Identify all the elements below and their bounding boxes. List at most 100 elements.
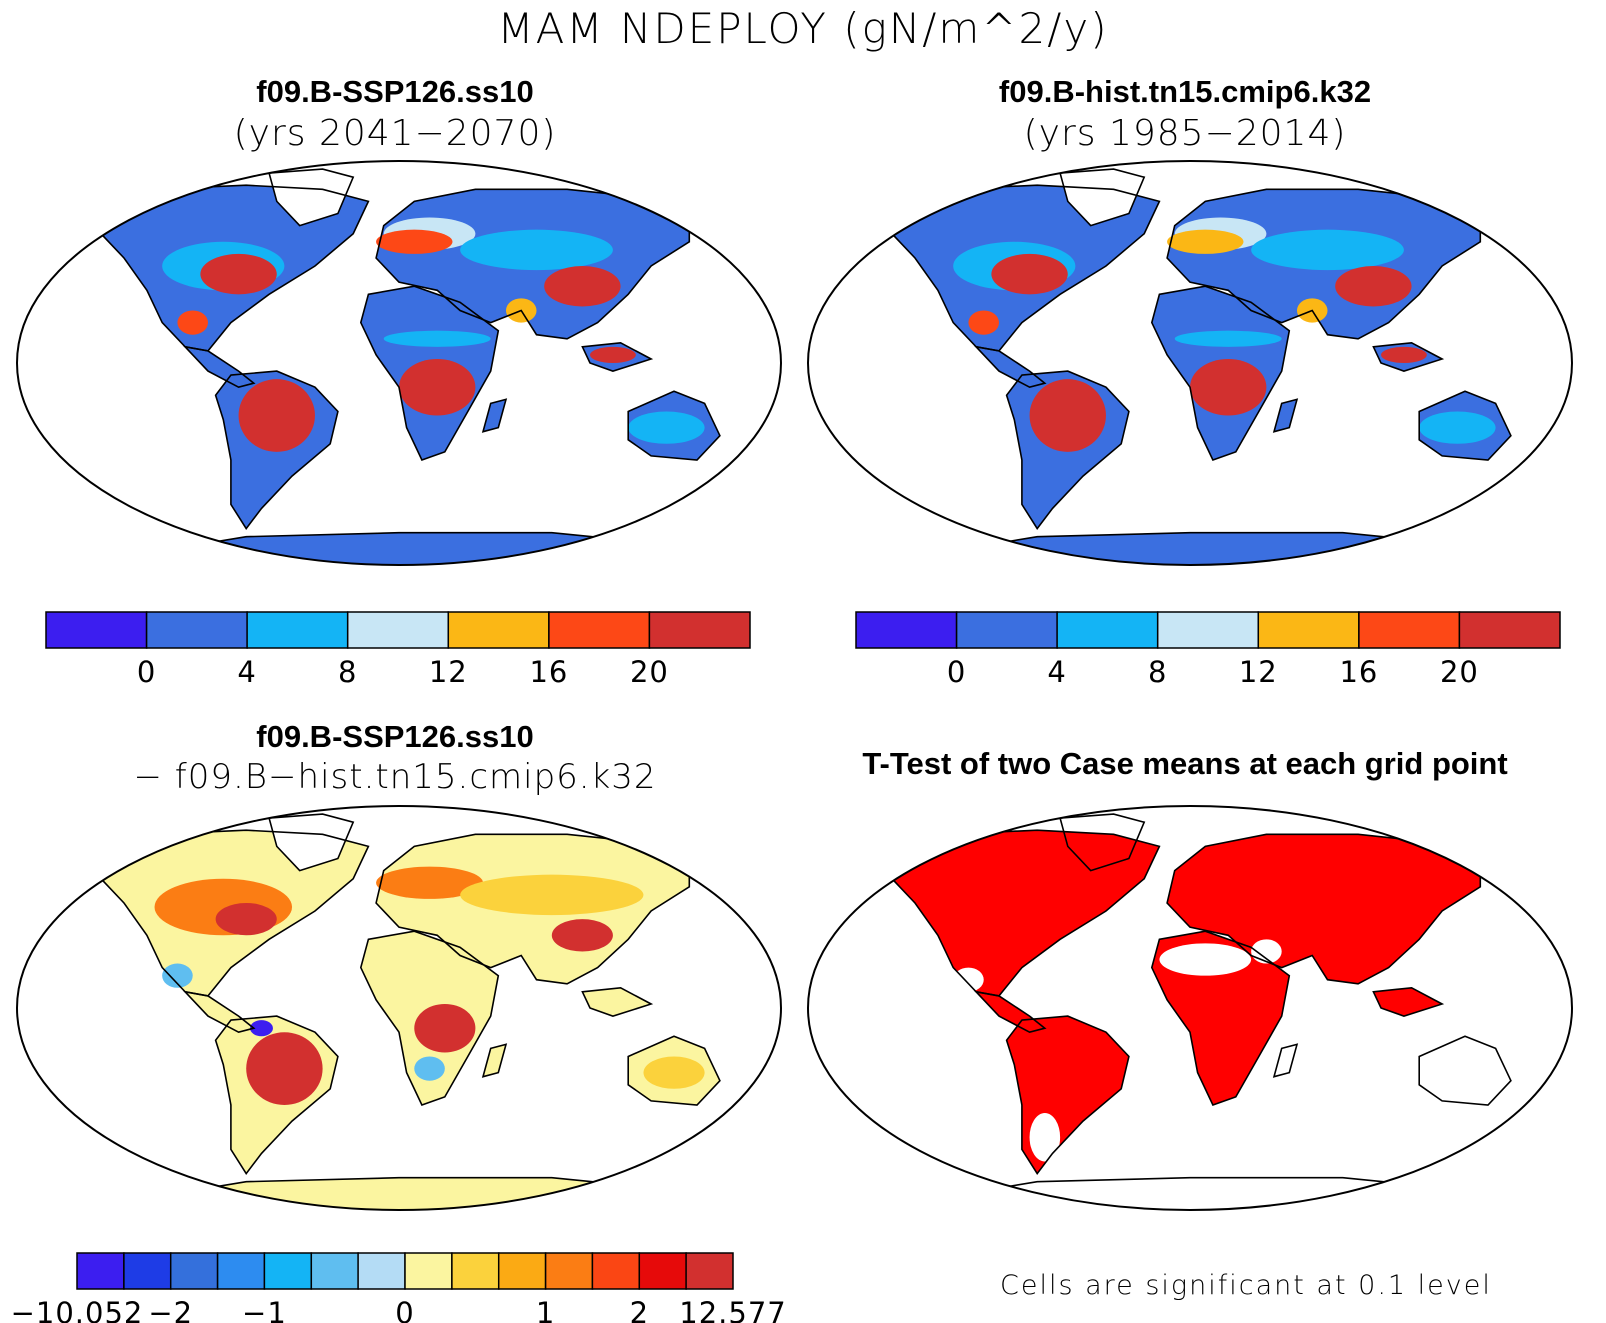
coast-europeAsia xyxy=(375,833,691,985)
field-mexico xyxy=(177,310,208,335)
cbar2-tick-label: 8 xyxy=(1148,655,1167,689)
cbar1-swatch xyxy=(346,611,450,649)
land-antarctica xyxy=(884,532,1511,565)
coast-madagascar xyxy=(1272,398,1299,433)
coast-australia xyxy=(1418,1035,1512,1106)
sig-southAmerica xyxy=(1006,1016,1129,1174)
coast-madagascar xyxy=(481,398,508,433)
cbar2-tick-label: 20 xyxy=(1440,655,1479,689)
cbar2-tick-label: 4 xyxy=(1047,655,1066,689)
coast-northAmerica xyxy=(84,829,370,997)
cbar3-tick-label: −1 xyxy=(242,1296,287,1323)
coast-southAmerica xyxy=(1005,370,1130,531)
coast-africa xyxy=(359,285,500,461)
field-eu xyxy=(376,229,453,254)
field-na-east xyxy=(991,253,1068,295)
coast-antarctica xyxy=(884,1176,1514,1210)
field-sahel xyxy=(1174,330,1282,347)
coast-australia xyxy=(627,390,721,461)
cbar3-swatch xyxy=(76,1252,125,1290)
nonsig-sahara xyxy=(1159,943,1252,976)
field-china xyxy=(544,266,621,307)
coast-centralAmerica xyxy=(182,345,256,389)
cbar3-tick-label: 2 xyxy=(630,1296,649,1323)
coast-europeAsia xyxy=(1166,833,1482,985)
land-seAsiaIsl xyxy=(582,987,652,1017)
diff-china xyxy=(551,919,613,952)
coast-australia xyxy=(1418,390,1512,461)
field-china xyxy=(1335,266,1412,307)
diff-mex xyxy=(162,963,193,988)
nonsig-arabia xyxy=(1251,939,1282,964)
colorbar-panel-2: 0 4 8 12 16 20 xyxy=(855,611,1561,689)
cbar2-swatch xyxy=(1056,611,1159,649)
cbar2-swatch xyxy=(1257,611,1360,649)
land-greenland xyxy=(269,814,354,871)
coast-australia xyxy=(627,1035,721,1106)
coast-africa xyxy=(1150,285,1291,461)
coast-northAmerica xyxy=(875,184,1161,352)
coast-centralAmerica xyxy=(973,990,1047,1034)
diff-aus xyxy=(643,1056,705,1089)
coast-seAsiaIsl xyxy=(581,341,654,372)
map-3-border xyxy=(16,805,782,1211)
coast-greenland xyxy=(268,813,355,872)
colorbar-panel-1: 0 4 8 12 16 20 xyxy=(45,611,751,689)
field-asia-mid xyxy=(1251,229,1404,271)
cbar3-tick-label: 0 xyxy=(395,1296,414,1323)
colorbar-panel-3: −10.052 −2 −1 0 1 2 12.577 xyxy=(11,1252,786,1323)
coast-northAmerica xyxy=(84,184,370,352)
land-antarctica xyxy=(93,532,720,565)
cbar2-swatch xyxy=(1458,611,1561,649)
field-na-east xyxy=(200,253,277,295)
coast-greenland xyxy=(1059,168,1146,227)
panel-3-subtitle: − f09.B−hist.tn15.cmip6.k32 xyxy=(133,757,657,797)
cbar2-tick-label: 0 xyxy=(947,655,966,689)
land-madagascar xyxy=(1274,399,1297,432)
cbar1-tick-label: 20 xyxy=(630,655,669,689)
cbar1-swatch xyxy=(246,611,349,649)
map-panel-3 xyxy=(84,813,723,1210)
coast-greenland xyxy=(268,168,355,227)
cbar3-swatch xyxy=(310,1252,359,1290)
cbar3-tick-label: −2 xyxy=(148,1296,193,1323)
coast-southAmerica xyxy=(1005,1015,1130,1176)
panel-2-subtitle: (yrs 1985−2014) xyxy=(1023,113,1347,154)
field-aus-mid xyxy=(628,411,705,444)
panel-4-title: T-Test of two Case means at each grid po… xyxy=(862,746,1508,781)
cbar2-tick-label: 16 xyxy=(1339,655,1378,689)
cbar3-swatch xyxy=(638,1252,687,1290)
coast-centralAmerica xyxy=(973,345,1047,389)
cbar1-swatch xyxy=(45,611,148,649)
diff-amazon-neg xyxy=(250,1020,273,1037)
diff-sa xyxy=(246,1032,323,1105)
map-panel-1 xyxy=(84,168,723,565)
cbar3-swatch xyxy=(451,1252,500,1290)
land-greenland xyxy=(269,169,354,226)
field-africa xyxy=(399,358,476,416)
coast-madagascar xyxy=(481,1043,508,1078)
cbar2-tick-label: 12 xyxy=(1239,655,1278,689)
coast-africa xyxy=(359,930,500,1106)
coast-northAmerica xyxy=(875,829,1161,997)
cbar2-swatch xyxy=(955,611,1058,649)
coast-southAmerica xyxy=(214,370,339,531)
map-panel-4 xyxy=(875,813,1514,1210)
diff-eu xyxy=(376,866,484,899)
panel-1-title: f09.B-SSP126.ss10 xyxy=(256,74,534,109)
cbar1-tick-label: 4 xyxy=(237,655,256,689)
coast-europeAsia xyxy=(375,188,691,340)
field-mexico xyxy=(968,310,999,335)
cbar3-swatch xyxy=(169,1252,219,1290)
cbar3-tick-label: 12.577 xyxy=(679,1296,786,1323)
main-title: MAM NDEPLOY (gN/m^2/y) xyxy=(497,4,1109,53)
field-seasia xyxy=(1381,346,1427,364)
field-sahel xyxy=(383,330,491,347)
diff-africa-s xyxy=(414,1056,445,1081)
cbar3-swatch xyxy=(544,1252,594,1290)
nonsig-mex xyxy=(953,967,984,992)
field-seasia xyxy=(590,346,636,364)
significance-note: Cells are significant at 0.1 level xyxy=(1000,1270,1492,1301)
coast-europeAsia xyxy=(1166,188,1482,340)
